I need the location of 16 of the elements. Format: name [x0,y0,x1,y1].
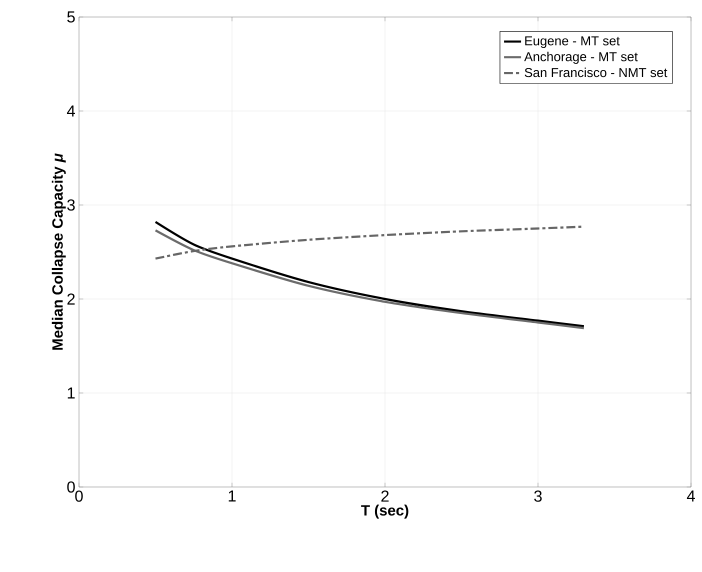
y-tick-label: 1 [68,388,75,398]
y-tick-label: 5 [67,11,75,23]
y-tick-label: 4 [66,106,76,116]
x-tick-label: 2 [381,490,389,502]
x-axis-title: T (sec) [361,504,408,519]
y-tick-label: 3 [67,199,75,211]
x-tick-label: 0 [75,490,83,502]
legend-label: Eugene - MT set [525,36,620,48]
y-tick-label: 2 [67,293,75,305]
x-tick-label: 4 [686,490,695,502]
legend-label: San Francisco - NMT set [524,68,668,78]
legend-label: Anchorage - MT set [524,52,638,64]
x-tick-label: 1 [228,490,236,502]
y-tick-label: 0 [67,481,75,493]
y-axis-title: Median Collapse Capacity μ [52,153,66,350]
x-tick-label: 3 [534,490,542,502]
